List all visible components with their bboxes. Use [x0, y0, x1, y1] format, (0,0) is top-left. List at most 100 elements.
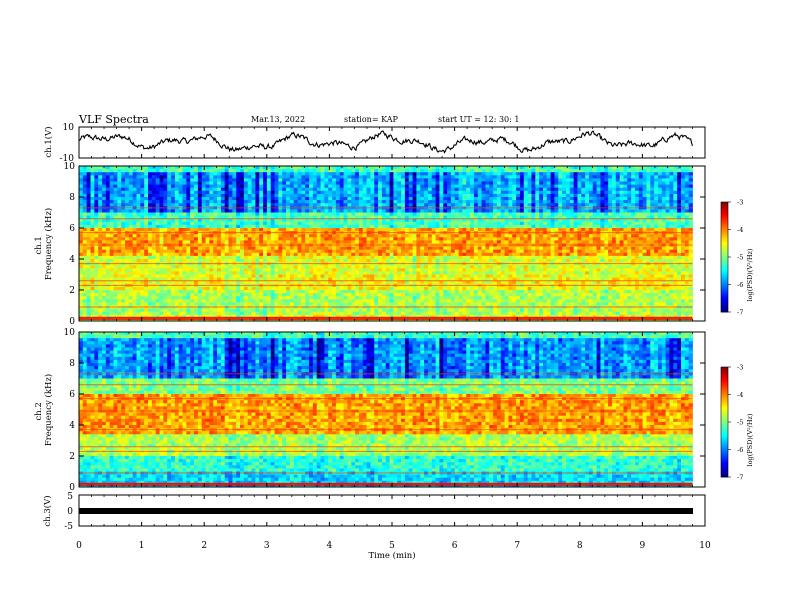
- spectrogram-cell: [478, 188, 482, 192]
- spectrogram-cell: [600, 200, 604, 204]
- spectrogram-cell: [378, 172, 382, 176]
- spectrogram-cell: [424, 175, 428, 179]
- spectrogram-cell: [186, 191, 190, 195]
- spectrogram-cell: [643, 240, 647, 244]
- spectrogram-cell: [83, 234, 87, 238]
- spectrogram-cell: [94, 219, 98, 223]
- spectrogram-cell: [654, 234, 658, 238]
- spectrogram-cell: [501, 188, 505, 192]
- spectrogram-cell: [263, 172, 267, 176]
- spectrogram-cell: [604, 175, 608, 179]
- spectrogram-cell: [267, 247, 271, 251]
- spectrogram-cell: [524, 166, 528, 170]
- spectrogram-cell: [528, 209, 532, 213]
- spectrogram-cell: [470, 166, 474, 170]
- spectrogram-cell: [581, 169, 585, 173]
- spectrogram-cell: [278, 197, 282, 201]
- spectrogram-cell: [508, 237, 512, 241]
- spectrogram-cell: [259, 191, 263, 195]
- spectrogram-cell: [581, 203, 585, 207]
- spectrogram-cell: [539, 169, 543, 173]
- spectrogram-cell: [577, 228, 581, 232]
- spectrogram-cell: [255, 169, 259, 173]
- spectrogram-cell: [83, 166, 87, 170]
- spectrogram-cell: [275, 219, 279, 223]
- spectrogram-cell: [332, 175, 336, 179]
- spectrogram-cell: [332, 200, 336, 204]
- spectrogram-cell: [301, 188, 305, 192]
- spectrogram-cell: [386, 172, 390, 176]
- spectrogram-cell: [106, 178, 110, 182]
- spectrogram-cell: [689, 219, 693, 223]
- spectrogram-cell: [232, 200, 236, 204]
- spectrogram-cell: [194, 228, 198, 232]
- spectrogram-cell: [344, 228, 348, 232]
- spectrogram-cell: [409, 228, 413, 232]
- spectrogram-cell: [466, 182, 470, 186]
- spectrogram-cell: [405, 191, 409, 195]
- spectrogram-cell: [160, 169, 164, 173]
- spectrogram-cell: [390, 247, 394, 251]
- spectrogram-cell: [221, 213, 225, 217]
- spectrogram-cell: [432, 247, 436, 251]
- spectrogram-cell: [612, 188, 616, 192]
- spectrogram-cell: [363, 259, 367, 263]
- spectrogram-cell: [313, 182, 317, 186]
- spectrogram-cell: [294, 209, 298, 213]
- spectrogram-cell: [236, 175, 240, 179]
- spectrogram-cell: [129, 169, 133, 173]
- spectrogram-cell: [643, 219, 647, 223]
- spectrogram-cell: [137, 240, 141, 244]
- spectrogram-cell: [347, 250, 351, 254]
- spectrogram-cell: [282, 253, 286, 256]
- spectrogram-cell: [102, 250, 106, 254]
- spectrogram-cell: [462, 240, 466, 244]
- spectrogram-cell: [240, 225, 244, 229]
- spectrogram-cell: [616, 222, 620, 226]
- spectrogram-cell: [367, 194, 371, 198]
- spectrogram-cell: [275, 185, 279, 189]
- spectrogram-cell: [505, 203, 509, 207]
- spectrogram-cell: [551, 172, 555, 176]
- spectrogram-cell: [240, 200, 244, 204]
- spectrogram-cell: [175, 259, 179, 263]
- spectrogram-cell: [278, 247, 282, 251]
- spectrogram-cell: [420, 228, 424, 232]
- spectrogram-cell: [516, 203, 520, 207]
- spectrogram-cell: [512, 253, 516, 256]
- spectrogram-cell: [278, 237, 282, 241]
- spectrogram-cell: [183, 166, 187, 170]
- spectrogram-cell: [221, 247, 225, 251]
- spectrogram-cell: [658, 194, 662, 198]
- spectrogram-cell: [474, 175, 478, 179]
- spectrogram-cell: [305, 219, 309, 223]
- spectrogram-cell: [367, 197, 371, 201]
- spectrogram-cell: [286, 234, 290, 238]
- spectrogram-cell: [666, 225, 670, 229]
- spectrogram-cell: [401, 225, 405, 229]
- spectrogram-cell: [616, 234, 620, 238]
- spectrogram-cell: [455, 203, 459, 207]
- spectrogram-cell: [562, 228, 566, 232]
- spectrogram-cell: [133, 166, 137, 170]
- spectrogram-cell: [355, 256, 359, 260]
- spectrogram-cell: [612, 222, 616, 226]
- spectrogram-cell: [543, 253, 547, 256]
- spectrogram-cell: [298, 200, 302, 204]
- spectrogram-cell: [236, 253, 240, 256]
- spectrogram-cell: [194, 209, 198, 213]
- spectrogram-cell: [562, 222, 566, 226]
- spectrogram-cell: [577, 185, 581, 189]
- spectrogram-cell: [574, 194, 578, 198]
- spectrogram-cell: [650, 200, 654, 204]
- spectrogram-cell: [662, 178, 666, 182]
- spectrogram-cell: [685, 209, 689, 213]
- spectrogram-cell: [547, 188, 551, 192]
- spectrogram-cell: [232, 178, 236, 182]
- spectrogram-cell: [83, 191, 87, 195]
- spectrogram-cell: [443, 172, 447, 176]
- spectrogram-cell: [597, 188, 601, 192]
- spectrogram-cell: [194, 256, 198, 260]
- spectrogram-cell: [501, 240, 505, 244]
- spectrogram-cell: [140, 185, 144, 189]
